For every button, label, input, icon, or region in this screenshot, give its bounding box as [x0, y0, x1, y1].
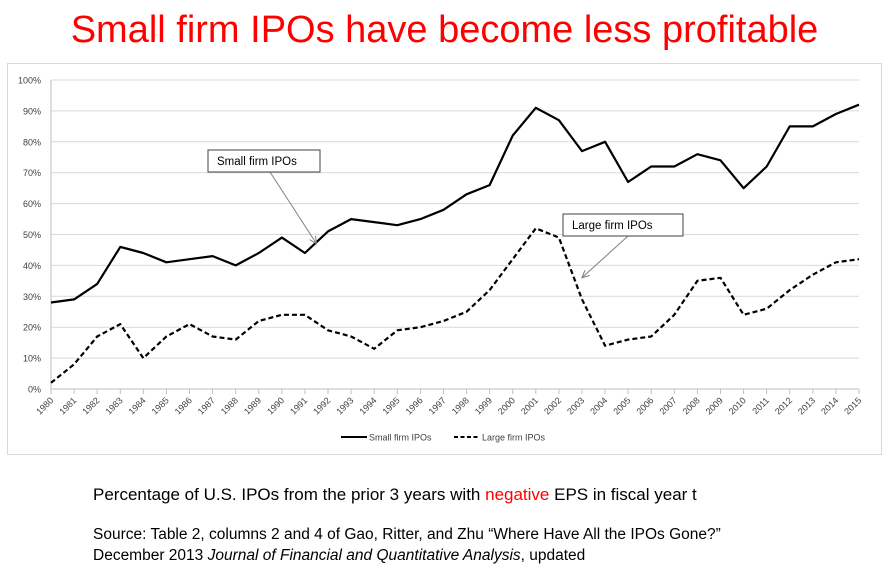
x-tick-label: 2001 [519, 395, 540, 416]
legend: Small firm IPOs Large firm IPOs [341, 433, 546, 443]
x-tick-label: 1988 [219, 395, 240, 416]
legend-label: Large firm IPOs [482, 433, 546, 443]
x-tick-label: 2006 [634, 395, 655, 416]
annotations: Small firm IPOs Large firm IPOs [207, 149, 684, 279]
x-tick-label: 1997 [427, 395, 448, 416]
y-tick-label: 0% [28, 385, 41, 395]
source-line-2: December 2013 Journal of Financial and Q… [93, 547, 585, 565]
callout-box [207, 149, 321, 173]
x-tick-label: 2004 [588, 395, 609, 416]
y-tick-label: 60% [23, 199, 41, 209]
chart-frame: 0% 10% 20% 30% 40% 50% 60% 70% 80% 90% 100% 1980 198… [7, 63, 882, 455]
x-tick-label: 1990 [265, 395, 286, 416]
callout-label: Small firm IPOs [217, 156, 297, 168]
y-tick-label: 10% [23, 354, 41, 364]
x-tick-label: 1991 [288, 395, 309, 416]
y-tick-label: 90% [23, 106, 41, 116]
callout-arrow-line [581, 235, 629, 279]
x-tick-label: 2008 [681, 395, 702, 416]
x-tick-label: 1987 [196, 395, 217, 416]
x-tick-label: 2013 [796, 395, 817, 416]
caption-highlight-negative: negative [485, 485, 550, 504]
caption-text-end: EPS in fiscal year t [549, 485, 697, 504]
arrowhead-icon [309, 235, 318, 245]
source-line-1: Source: Table 2, columns 2 and 4 of Gao,… [93, 526, 721, 543]
x-tick-label: 2011 [750, 395, 771, 416]
y-tick-label: 50% [23, 230, 41, 240]
x-tick-label: 2009 [704, 395, 725, 416]
series-line-small-firm [50, 103, 860, 304]
source-suffix: , updated [520, 547, 586, 564]
x-tick-label: 2002 [542, 395, 563, 416]
x-tick-label: 2015 [842, 395, 863, 416]
x-tick-label: 1984 [127, 395, 148, 416]
x-tick-label: 1985 [150, 395, 171, 416]
x-tick-label: 1986 [173, 395, 194, 416]
x-tick-label: 1989 [242, 395, 263, 416]
slide-title: Small firm IPOs have become less profita… [70, 9, 819, 51]
line-chart: 0%10%20%30%40%50%60%70%80%90%100%1980 198… [18, 76, 863, 443]
x-tick-label: 2005 [611, 395, 632, 416]
x-tick-label: 2003 [565, 395, 586, 416]
x-tick-label: 1992 [311, 395, 332, 416]
callout-box [562, 213, 684, 237]
x-tick-label: 1980 [34, 395, 55, 416]
x-tick-label: 1998 [450, 395, 471, 416]
x-tick-label: 2014 [819, 395, 840, 416]
callout-label: Large firm IPOs [572, 220, 653, 232]
y-tick-label: 20% [23, 323, 41, 333]
series-lines [50, 103, 860, 384]
y-tick-label: 80% [23, 137, 41, 147]
arrowhead-icon [581, 270, 590, 279]
y-tick-label: 100% [18, 76, 41, 86]
callout-arrow-line [269, 171, 317, 245]
x-tick-label: 1994 [357, 395, 378, 416]
x-tick-label: 2010 [727, 395, 748, 416]
legend-label: Small firm IPOs [369, 433, 432, 443]
y-tick-label: 40% [23, 261, 41, 271]
x-tick-label: 1993 [334, 395, 355, 416]
series-line-large-firm [50, 227, 860, 384]
x-tick-label: 2000 [496, 395, 517, 416]
y-tick-label: 70% [23, 168, 41, 178]
journal-name: Journal of Financial and Quantitative An… [207, 547, 521, 564]
x-tick-label: 1999 [473, 395, 494, 416]
axes: 0%10%20%30%40%50%60%70%80%90%100%1980 198… [18, 76, 863, 417]
x-tick-label: 2012 [773, 395, 794, 416]
x-tick-label: 1996 [404, 395, 425, 416]
x-tick-label: 1982 [80, 395, 101, 416]
caption-text-start: Percentage of U.S. IPOs from the prior 3… [93, 485, 486, 504]
chart-caption: Percentage of U.S. IPOs from the prior 3… [93, 485, 697, 505]
x-tick-label: 1983 [103, 395, 124, 416]
y-tick-label: 30% [23, 292, 41, 302]
x-tick-label: 1981 [57, 395, 78, 416]
x-tick-label: 2007 [657, 395, 678, 416]
x-tick-label: 1995 [380, 395, 401, 416]
source-date: December 2013 [93, 547, 208, 564]
